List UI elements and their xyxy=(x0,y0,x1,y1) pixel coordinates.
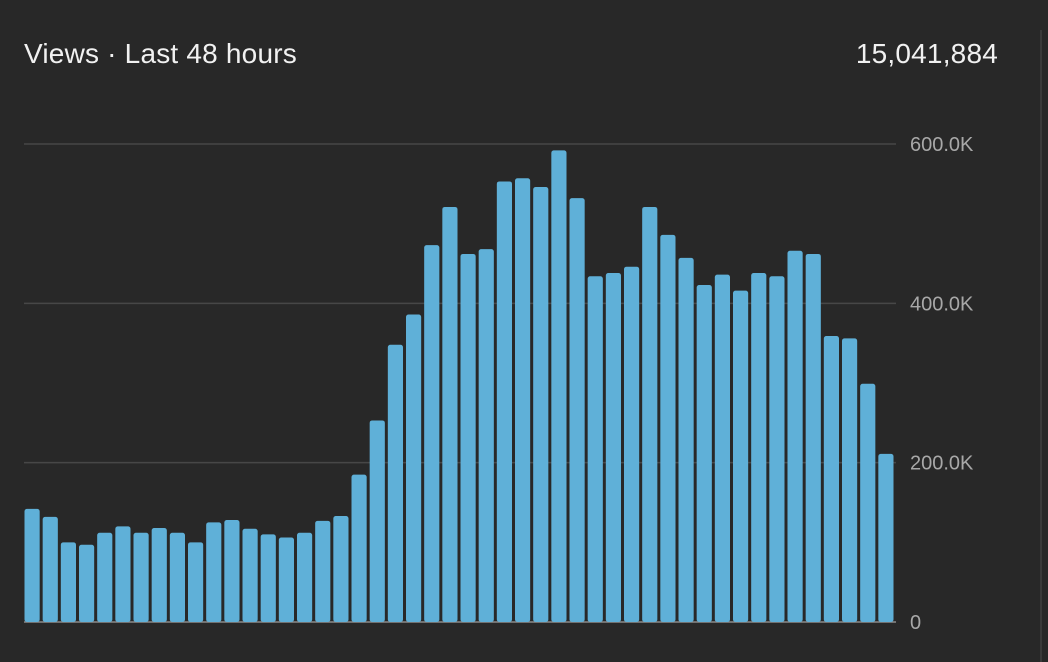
bar-hour-41[interactable] xyxy=(751,273,766,622)
bar-hour-42[interactable] xyxy=(769,276,784,622)
bar-hour-39[interactable] xyxy=(715,275,730,622)
bar-hour-13[interactable] xyxy=(243,529,258,622)
bar-hour-6[interactable] xyxy=(115,526,130,622)
bar-hour-28[interactable] xyxy=(515,178,530,622)
bar-hour-32[interactable] xyxy=(588,276,603,622)
bar-hour-12[interactable] xyxy=(224,520,239,622)
bar-hour-44[interactable] xyxy=(806,254,821,622)
bar-hour-16[interactable] xyxy=(297,533,312,622)
bar-hour-27[interactable] xyxy=(497,181,512,622)
bar-hour-29[interactable] xyxy=(533,187,548,622)
bar-hour-19[interactable] xyxy=(352,475,367,622)
bar-hour-9[interactable] xyxy=(170,533,185,622)
y-tick-label: 200.0K xyxy=(910,453,974,475)
bar-hour-10[interactable] xyxy=(188,542,203,622)
bar-hour-24[interactable] xyxy=(442,207,457,622)
bar-hour-30[interactable] xyxy=(551,150,566,622)
bar-hour-1[interactable] xyxy=(25,509,40,622)
bar-hour-38[interactable] xyxy=(697,285,712,622)
bar-hour-47[interactable] xyxy=(860,384,875,622)
y-tick-label: 400.0K xyxy=(910,293,974,315)
bar-hour-43[interactable] xyxy=(788,251,803,622)
bar-hour-26[interactable] xyxy=(479,249,494,622)
bar-hour-23[interactable] xyxy=(424,245,439,622)
bar-hour-2[interactable] xyxy=(43,517,58,622)
bar-hour-17[interactable] xyxy=(315,521,330,622)
bar-hour-37[interactable] xyxy=(679,258,694,622)
bars xyxy=(25,150,894,622)
bar-hour-18[interactable] xyxy=(333,516,348,622)
bar-hour-7[interactable] xyxy=(134,533,149,622)
bar-hour-14[interactable] xyxy=(261,534,276,622)
bar-hour-40[interactable] xyxy=(733,291,748,622)
bar-hour-4[interactable] xyxy=(79,545,94,622)
bar-hour-22[interactable] xyxy=(406,314,421,622)
y-tick-label: 0 xyxy=(910,612,921,634)
bar-hour-34[interactable] xyxy=(624,267,639,622)
bar-hour-25[interactable] xyxy=(461,254,476,622)
y-tick-labels: 0 200.0K 400.0K 600.0K xyxy=(910,134,974,634)
bar-hour-5[interactable] xyxy=(97,533,112,622)
bar-hour-35[interactable] xyxy=(642,207,657,622)
bar-hour-36[interactable] xyxy=(660,235,675,622)
bar-hour-20[interactable] xyxy=(370,420,385,622)
bar-hour-11[interactable] xyxy=(206,522,221,622)
y-tick-label: 600.0K xyxy=(910,134,974,156)
bar-hour-46[interactable] xyxy=(842,338,857,622)
bar-hour-15[interactable] xyxy=(279,538,294,622)
bar-hour-33[interactable] xyxy=(606,273,621,622)
bar-hour-31[interactable] xyxy=(570,198,585,622)
bar-hour-45[interactable] xyxy=(824,336,839,622)
bar-hour-48[interactable] xyxy=(878,454,893,622)
bar-hour-21[interactable] xyxy=(388,345,403,622)
bar-hour-3[interactable] xyxy=(61,542,76,622)
bar-hour-8[interactable] xyxy=(152,528,167,622)
